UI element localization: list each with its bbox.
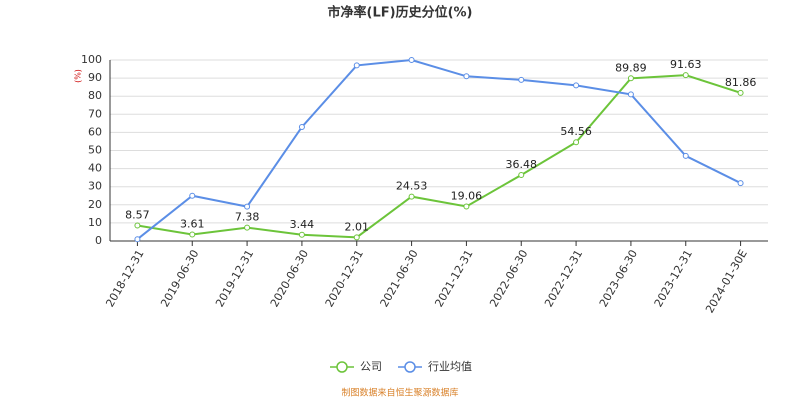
data-point <box>298 123 305 130</box>
data-label: 54.56 <box>560 125 592 138</box>
x-tick-label: 2024-01-30E <box>703 247 750 315</box>
x-tick-label: 2020-06-30 <box>268 248 311 310</box>
y-tick-label: 50 <box>88 144 102 157</box>
data-point <box>627 91 634 98</box>
data-label: 19.06 <box>451 190 483 203</box>
y-tick-label: 80 <box>88 89 102 102</box>
data-point <box>737 180 744 187</box>
data-point <box>189 231 196 238</box>
y-tick-label: 20 <box>88 198 102 211</box>
data-point <box>353 234 360 241</box>
data-point <box>463 203 470 210</box>
chart-title: 市净率(LF)历史分位(%) <box>328 5 473 21</box>
legend-marker <box>336 361 348 373</box>
x-tick-label: 2023-12-31 <box>652 248 695 310</box>
data-point <box>298 231 305 238</box>
data-point <box>244 203 251 210</box>
data-label: 2.01 <box>345 220 370 233</box>
data-label: 24.53 <box>396 180 428 193</box>
y-tick-label: 10 <box>88 216 102 229</box>
x-tick-label: 2020-12-31 <box>323 248 366 310</box>
x-tick-label: 2019-06-30 <box>158 248 201 310</box>
y-tick-label: 100 <box>81 53 102 66</box>
source-note: 制图数据来自恒生聚源数据库 <box>341 387 458 399</box>
data-point <box>682 152 689 159</box>
data-label: 3.44 <box>290 218 315 231</box>
legend-marker <box>404 361 416 373</box>
data-point <box>627 75 634 82</box>
data-label: 89.89 <box>615 61 647 74</box>
data-point <box>189 192 196 199</box>
data-label: 91.63 <box>670 58 702 71</box>
data-point <box>353 62 360 69</box>
x-tick-label: 2021-06-30 <box>378 248 421 310</box>
x-tick-label: 2023-06-30 <box>597 248 640 310</box>
data-point <box>573 82 580 89</box>
data-point <box>408 193 415 200</box>
data-point <box>408 57 415 63</box>
data-point <box>244 224 251 231</box>
data-point <box>134 236 141 243</box>
data-label: 7.38 <box>235 211 260 224</box>
y-tick-label: 70 <box>88 107 102 120</box>
data-point <box>518 171 525 178</box>
x-tick-label: 2022-06-30 <box>487 248 530 310</box>
y-axis-label: (%) <box>74 69 83 83</box>
y-tick-label: 90 <box>88 71 102 84</box>
data-point <box>737 89 744 96</box>
y-tick-label: 30 <box>88 180 102 193</box>
legend-label: 行业均值 <box>428 360 472 373</box>
data-point <box>518 76 525 83</box>
data-point <box>463 73 470 80</box>
data-label: 3.61 <box>180 217 205 230</box>
data-point <box>682 72 689 79</box>
data-label: 81.86 <box>725 76 757 89</box>
y-tick-label: 40 <box>88 162 102 175</box>
data-label: 8.57 <box>125 208 150 221</box>
y-tick-label: 60 <box>88 125 102 138</box>
x-tick-label: 2022-12-31 <box>542 248 585 310</box>
x-tick-label: 2018-12-31 <box>103 248 146 310</box>
data-point <box>134 222 141 229</box>
y-tick-label: 0 <box>95 234 102 247</box>
series-line <box>136 58 742 240</box>
x-tick-label: 2021-12-31 <box>432 248 475 310</box>
x-tick-label: 2019-12-31 <box>213 248 256 310</box>
data-label: 36.48 <box>506 158 538 171</box>
data-point <box>573 139 580 146</box>
series-line <box>137 74 741 239</box>
legend-label: 公司 <box>360 360 382 373</box>
